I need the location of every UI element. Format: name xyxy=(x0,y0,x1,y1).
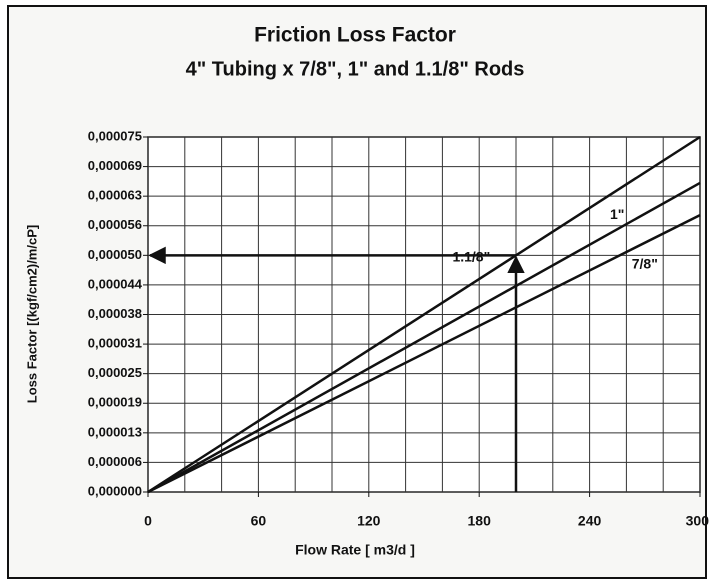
chart-title: Friction Loss Factor xyxy=(254,24,456,47)
series-label: 1" xyxy=(610,206,624,222)
y-tick-label: 0,000000 xyxy=(88,483,142,498)
y-axis-label: Loss Factor [(kgf/cm2)/m/cP] xyxy=(24,225,39,403)
y-tick-label: 0,000050 xyxy=(88,247,142,262)
y-tick-label: 0,000056 xyxy=(88,217,142,232)
series-line xyxy=(147,181,701,494)
y-tick-label: 0,000038 xyxy=(88,306,142,321)
x-tick-label: 180 xyxy=(468,513,492,529)
y-tick-label: 0,000025 xyxy=(88,365,142,380)
x-tick-label: 120 xyxy=(357,513,381,529)
series-line xyxy=(147,135,701,494)
x-tick-label: 0 xyxy=(144,513,152,529)
y-tick-label: 0,000019 xyxy=(88,395,142,410)
series-label: 7/8" xyxy=(632,255,658,271)
y-tick-label: 0,000063 xyxy=(88,188,142,203)
x-tick-label: 300 xyxy=(686,513,710,529)
series-label: 1.1/8" xyxy=(452,249,490,265)
y-tick-label: 0,000044 xyxy=(88,276,143,291)
y-tick-label: 0,000031 xyxy=(88,336,142,351)
y-tick-label: 0,000006 xyxy=(88,454,142,469)
chart-subtitle: 4" Tubing x 7/8", 1" and 1.1/8" Rods xyxy=(186,58,525,80)
x-axis-label: Flow Rate [ m3/d ] xyxy=(295,542,415,558)
y-tick-label: 0,000075 xyxy=(88,128,142,143)
x-tick-label: 60 xyxy=(251,513,267,529)
series-line xyxy=(147,213,701,494)
y-tick-label: 0,000013 xyxy=(88,424,142,439)
x-tick-label: 240 xyxy=(578,513,602,529)
y-tick-label: 0,000069 xyxy=(88,158,142,173)
